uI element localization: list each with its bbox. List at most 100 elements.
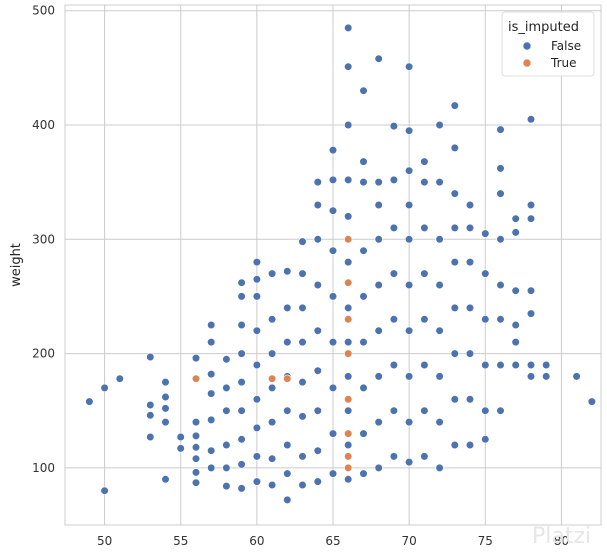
data-point-false bbox=[542, 372, 551, 381]
legend-marker-true bbox=[522, 58, 532, 68]
data-point-false bbox=[405, 458, 414, 467]
data-point-false bbox=[496, 235, 505, 244]
data-point-false bbox=[511, 286, 520, 295]
data-point-false bbox=[359, 292, 368, 301]
data-point-false bbox=[344, 175, 353, 184]
data-point-false bbox=[344, 372, 353, 381]
data-point-false bbox=[344, 62, 353, 71]
data-point-false bbox=[359, 383, 368, 393]
data-point-true bbox=[344, 349, 353, 358]
x-tick-label: 80 bbox=[554, 534, 569, 548]
data-point-false bbox=[359, 157, 368, 166]
data-point-false bbox=[146, 432, 155, 442]
data-point-false bbox=[222, 355, 231, 364]
data-point-false bbox=[450, 223, 459, 232]
data-point-true bbox=[344, 235, 353, 244]
legend-marker-false bbox=[522, 41, 532, 51]
data-point-false bbox=[526, 286, 536, 295]
data-point-false bbox=[207, 338, 216, 347]
data-point-false bbox=[465, 200, 475, 210]
data-point-true bbox=[344, 395, 353, 404]
data-point-false bbox=[191, 468, 201, 477]
data-point-false bbox=[85, 397, 94, 406]
data-point-false bbox=[526, 115, 536, 124]
data-point-false bbox=[481, 435, 490, 444]
data-point-false bbox=[511, 360, 520, 370]
data-point-false bbox=[450, 395, 459, 404]
y-tick-label: 100 bbox=[32, 461, 55, 475]
x-tick-label: 55 bbox=[173, 534, 188, 548]
data-point-false bbox=[465, 223, 475, 232]
data-point-false bbox=[252, 275, 261, 284]
data-point-false bbox=[328, 338, 338, 347]
data-point-false bbox=[146, 411, 155, 420]
data-point-false bbox=[237, 292, 246, 301]
legend-label-true: True bbox=[550, 56, 577, 70]
data-point-false bbox=[405, 62, 414, 71]
data-point-false bbox=[328, 175, 338, 184]
data-point-false bbox=[420, 269, 429, 278]
data-point-false bbox=[435, 120, 444, 130]
data-point-false bbox=[207, 463, 216, 473]
data-point-false bbox=[389, 315, 399, 324]
data-point-false bbox=[344, 475, 353, 484]
data-point-false bbox=[450, 303, 459, 313]
data-point-false bbox=[283, 267, 292, 276]
data-point-false bbox=[298, 480, 307, 490]
data-point-false bbox=[450, 143, 459, 152]
data-point-false bbox=[313, 200, 322, 210]
data-point-false bbox=[511, 338, 520, 347]
data-point-false bbox=[100, 486, 109, 495]
data-point-false bbox=[298, 237, 307, 246]
data-point-false bbox=[450, 440, 459, 450]
data-point-false bbox=[481, 229, 490, 238]
data-point-false bbox=[207, 415, 216, 425]
data-point-true bbox=[191, 374, 201, 383]
data-point-false bbox=[237, 484, 246, 493]
data-point-false bbox=[328, 146, 338, 155]
data-point-false bbox=[313, 406, 322, 415]
data-point-false bbox=[283, 303, 292, 313]
y-tick-label: 300 bbox=[32, 232, 55, 246]
data-point-false bbox=[511, 320, 520, 330]
data-point-true bbox=[344, 463, 353, 473]
data-point-false bbox=[405, 418, 414, 427]
data-point-false bbox=[435, 178, 444, 187]
data-point-false bbox=[222, 482, 231, 491]
y-tick-label: 500 bbox=[32, 4, 55, 18]
data-point-false bbox=[450, 258, 459, 267]
data-point-false bbox=[405, 280, 414, 290]
data-point-false bbox=[222, 463, 231, 473]
y-axis-label: weight bbox=[9, 243, 24, 287]
data-point-false bbox=[191, 418, 201, 427]
data-point-true bbox=[283, 374, 292, 383]
data-point-false bbox=[313, 366, 322, 375]
data-points bbox=[85, 23, 597, 505]
data-point-false bbox=[313, 326, 322, 335]
data-point-false bbox=[252, 292, 261, 301]
data-point-false bbox=[526, 360, 536, 370]
data-point-false bbox=[481, 315, 490, 324]
data-point-false bbox=[542, 360, 551, 370]
data-point-false bbox=[237, 406, 246, 415]
y-tick-label: 400 bbox=[32, 118, 55, 132]
data-point-false bbox=[405, 235, 414, 244]
legend-label-false: False bbox=[551, 39, 581, 53]
data-point-false bbox=[465, 303, 475, 313]
data-point-false bbox=[191, 454, 201, 463]
data-point-false bbox=[161, 378, 170, 387]
data-point-false bbox=[389, 360, 399, 370]
data-point-false bbox=[328, 429, 338, 438]
data-point-false bbox=[359, 246, 368, 255]
data-point-false bbox=[496, 189, 505, 198]
data-point-false bbox=[359, 178, 368, 187]
data-point-false bbox=[328, 206, 338, 215]
data-point-false bbox=[344, 23, 353, 33]
data-point-true bbox=[344, 278, 353, 287]
data-point-false bbox=[252, 452, 261, 461]
data-point-false bbox=[481, 360, 490, 370]
data-point-false bbox=[435, 235, 444, 244]
data-point-false bbox=[222, 406, 231, 415]
data-point-false bbox=[511, 228, 520, 237]
data-point-false bbox=[222, 383, 231, 393]
